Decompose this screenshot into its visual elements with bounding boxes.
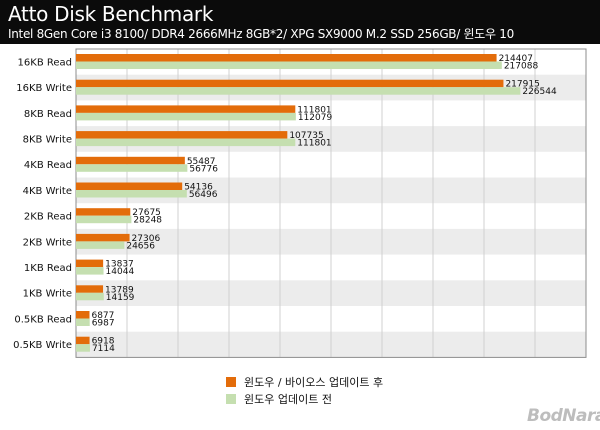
category-label: 1KB Read bbox=[24, 263, 72, 274]
data-label: 214407 bbox=[499, 54, 533, 64]
bar bbox=[76, 105, 296, 113]
bar bbox=[76, 164, 188, 172]
category-label: 16KB Write bbox=[16, 83, 72, 94]
bar bbox=[76, 112, 296, 121]
chart-subtitle: Intel 8Gen Core i3 8100/ DDR4 2666MHz 8G… bbox=[8, 27, 514, 41]
data-label: 13789 bbox=[105, 285, 134, 295]
category-label: 2KB Read bbox=[24, 212, 72, 223]
data-label: 13837 bbox=[105, 260, 134, 270]
data-label: 107735 bbox=[289, 131, 323, 141]
legend-swatch-before bbox=[226, 394, 236, 404]
bar bbox=[76, 233, 130, 242]
bar bbox=[76, 156, 185, 165]
bar bbox=[76, 190, 187, 198]
category-label: 1KB Write bbox=[23, 289, 72, 300]
legend-item-before: 윈도우 업데이트 전 bbox=[226, 391, 383, 407]
category-label: 4KB Write bbox=[23, 186, 72, 197]
category-label: 8KB Read bbox=[24, 109, 72, 120]
category-label: 8KB Write bbox=[23, 134, 72, 145]
legend-swatch-after bbox=[226, 377, 236, 387]
bar bbox=[76, 182, 183, 190]
data-label: 55487 bbox=[187, 157, 216, 167]
bar bbox=[76, 292, 104, 301]
category-label: 0.5KB Read bbox=[14, 314, 72, 325]
data-label: 6877 bbox=[91, 311, 114, 321]
data-label: 28248 bbox=[133, 216, 162, 226]
bar bbox=[76, 336, 90, 345]
data-label: 27306 bbox=[132, 234, 161, 244]
watermark-logo: BodNara bbox=[527, 406, 600, 426]
chart-title: Atto Disk Benchmark bbox=[8, 2, 214, 26]
legend-item-after: 윈도우 / 바이오스 업데이트 후 bbox=[226, 374, 383, 390]
bar bbox=[76, 344, 90, 352]
bar bbox=[76, 311, 90, 319]
bar bbox=[76, 318, 90, 326]
bar bbox=[76, 259, 104, 268]
category-label: 2KB Write bbox=[23, 237, 72, 248]
bar bbox=[76, 215, 132, 224]
data-label: 226544 bbox=[522, 87, 557, 97]
chart-header: Atto Disk Benchmark Intel 8Gen Core i3 8… bbox=[0, 0, 600, 44]
data-label: 7114 bbox=[92, 344, 115, 354]
data-label: 111801 bbox=[297, 139, 331, 149]
bar bbox=[76, 138, 296, 147]
data-label: 111801 bbox=[297, 105, 331, 115]
data-label: 14159 bbox=[106, 293, 135, 303]
data-label: 27675 bbox=[132, 208, 161, 218]
data-label: 56496 bbox=[189, 190, 218, 200]
bar bbox=[76, 79, 504, 88]
data-label: 56776 bbox=[189, 164, 218, 174]
data-label: 6918 bbox=[92, 337, 115, 347]
category-label: 0.5KB Write bbox=[13, 340, 72, 351]
category-label: 16KB Read bbox=[18, 57, 72, 68]
data-label: 217088 bbox=[504, 62, 539, 72]
category-label: 4KB Read bbox=[24, 160, 72, 171]
data-label: 24656 bbox=[126, 241, 155, 251]
legend-label-before: 윈도우 업데이트 전 bbox=[244, 393, 332, 406]
plot-frame bbox=[75, 48, 587, 358]
bar bbox=[76, 54, 497, 62]
bar bbox=[76, 87, 521, 95]
data-label: 14044 bbox=[106, 267, 135, 277]
chart-legend: 윈도우 / 바이오스 업데이트 후 윈도우 업데이트 전 bbox=[226, 374, 383, 408]
data-label: 6987 bbox=[92, 319, 115, 329]
bar bbox=[76, 241, 125, 249]
data-label: 217915 bbox=[505, 80, 539, 90]
bar bbox=[76, 285, 104, 293]
data-label: 54136 bbox=[184, 183, 213, 193]
bar bbox=[76, 131, 288, 139]
legend-label-after: 윈도우 / 바이오스 업데이트 후 bbox=[244, 376, 384, 389]
bar bbox=[76, 208, 131, 216]
data-label: 112079 bbox=[298, 113, 333, 123]
bar bbox=[76, 267, 104, 275]
bar bbox=[76, 61, 502, 69]
